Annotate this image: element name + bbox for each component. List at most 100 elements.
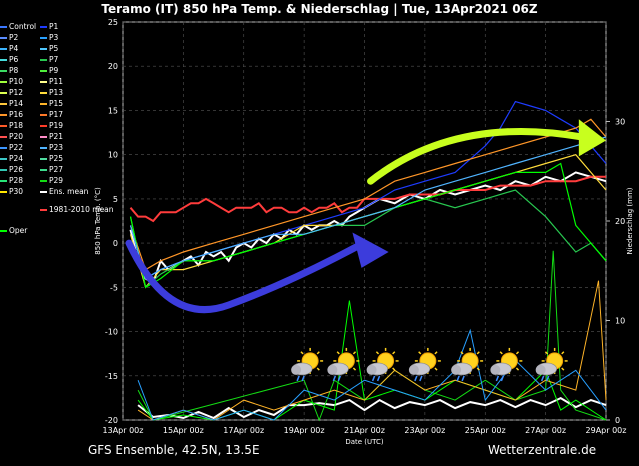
legend-swatch xyxy=(0,59,7,61)
precip-line-p15 xyxy=(137,280,607,421)
footer-model-info: GFS Ensemble, 42.5N, 13.5E xyxy=(88,443,260,457)
legend-swatch xyxy=(40,70,47,72)
legend-swatch xyxy=(40,136,47,138)
legend-swatch xyxy=(40,26,47,28)
y2-tick-label: 20 xyxy=(615,217,625,226)
legend-item-p23: P23 xyxy=(40,143,63,152)
y-axis-label: 850 hPa Temp. (°C) xyxy=(94,187,102,255)
blue-trend-arrow xyxy=(125,239,362,313)
x-tick-label: 29Apr 00z xyxy=(586,426,627,435)
y2-axis-label: Niederschlag (mm) xyxy=(626,187,634,254)
legend-label: P21 xyxy=(49,132,64,141)
legend-item-p1: P1 xyxy=(40,22,58,31)
legend-item-p29: P29 xyxy=(40,176,63,185)
sun-ray xyxy=(418,351,422,355)
legend-item-p22: P22 xyxy=(0,143,23,152)
sun-ray xyxy=(499,351,503,355)
legend-label: P14 xyxy=(9,99,24,108)
sun-ray xyxy=(476,351,480,355)
blue-arrowhead xyxy=(352,232,389,268)
legend-label: P11 xyxy=(49,77,64,86)
y-tick-label: -20 xyxy=(105,416,118,425)
legend-swatch xyxy=(40,158,47,160)
legend-label: P3 xyxy=(49,33,59,42)
precip-line-p3 xyxy=(137,328,607,421)
precip-line-p29 xyxy=(137,250,607,422)
rain-drop xyxy=(337,375,342,382)
sun-ray xyxy=(561,351,565,355)
temp-line-p16 xyxy=(129,118,607,271)
sun-cloud-rain-icon xyxy=(408,347,441,382)
legend-item-control: Control xyxy=(0,22,36,31)
rain-drop xyxy=(540,375,545,382)
y-tick-label: 5 xyxy=(113,195,118,204)
legend-swatch xyxy=(0,147,7,149)
legend-swatch xyxy=(0,229,7,232)
legend-item-p2: P2 xyxy=(0,33,18,42)
legend-label: P1 xyxy=(49,22,59,31)
sun-ray xyxy=(316,367,320,371)
legend-item-p20: P20 xyxy=(0,132,23,141)
legend-label: Ens. mean xyxy=(49,187,89,196)
y-tick-label: 20 xyxy=(108,62,118,71)
x-tick-label: 25Apr 00z xyxy=(465,426,506,435)
legend-item-p17: P17 xyxy=(40,110,63,119)
x-tick-label: 13Apr 00z xyxy=(103,426,144,435)
legend-swatch xyxy=(0,37,7,39)
sun-ray xyxy=(476,367,480,371)
x-tick-label: 19Apr 00z xyxy=(284,426,325,435)
legend-label: Control xyxy=(9,22,37,31)
legend-label: P8 xyxy=(9,66,19,75)
rain-drop xyxy=(332,375,337,382)
legend-label: P10 xyxy=(9,77,24,86)
legend-label: P28 xyxy=(9,176,24,185)
temp-line-1981-2010-mean xyxy=(129,175,606,223)
legend-item-p25: P25 xyxy=(40,154,63,163)
cloud-puff xyxy=(408,364,419,375)
legend-swatch xyxy=(0,81,7,83)
sun-cloud-rain-icon xyxy=(291,347,324,382)
legend-swatch xyxy=(40,59,47,61)
legend-label: P24 xyxy=(9,154,24,163)
y-tick-label: -10 xyxy=(105,328,118,337)
legend-item-ens-mean: Ens. mean xyxy=(40,187,88,196)
legend-item-p24: P24 xyxy=(0,154,23,163)
rain-drop xyxy=(545,375,550,382)
legend-swatch xyxy=(0,26,7,28)
legend-swatch xyxy=(0,136,7,138)
legend-label: P18 xyxy=(9,121,24,130)
legend-item-p30: P30 xyxy=(0,187,23,196)
cloud-puff xyxy=(451,364,462,375)
cloud-puff xyxy=(366,364,377,375)
legend-label: P30 xyxy=(9,187,24,196)
sun-cloud-rain-icon xyxy=(535,347,568,382)
y-tick-label: 0 xyxy=(113,239,118,248)
x-tick-label: 17Apr 00z xyxy=(223,426,264,435)
rain-drop xyxy=(301,375,305,382)
legend-swatch xyxy=(0,92,7,94)
legend-label: P20 xyxy=(9,132,24,141)
legend-swatch xyxy=(40,37,47,39)
sun-ray xyxy=(561,367,565,371)
y2-tick-label: 10 xyxy=(615,317,625,326)
legend-swatch xyxy=(0,180,7,182)
y-tick-label: 25 xyxy=(108,18,118,27)
legend: Control P1 P2 P3 P4 P5 P6 P7 P8 P9 P10 P11 P12 P13 P14… xyxy=(0,22,114,242)
sun-ray xyxy=(434,367,438,371)
footer-site-name: Wetterzentrale.de xyxy=(488,443,597,457)
sun-ray xyxy=(515,351,520,355)
legend-swatch xyxy=(40,48,47,50)
legend-item-p18: P18 xyxy=(0,121,23,130)
legend-item-p15: P15 xyxy=(40,99,63,108)
precip-line-ens-mean xyxy=(137,396,607,420)
legend-item-1981-2010-mean: 1981-2010 mean xyxy=(40,205,114,214)
sun-cloud-rain-icon xyxy=(490,347,523,382)
legend-label: P13 xyxy=(49,88,64,97)
legend-item-p3: P3 xyxy=(40,33,58,42)
legend-item-oper: Oper xyxy=(0,226,27,235)
legend-label: P7 xyxy=(49,55,59,64)
cloud-puff xyxy=(327,364,338,375)
legend-label: P23 xyxy=(49,143,64,152)
